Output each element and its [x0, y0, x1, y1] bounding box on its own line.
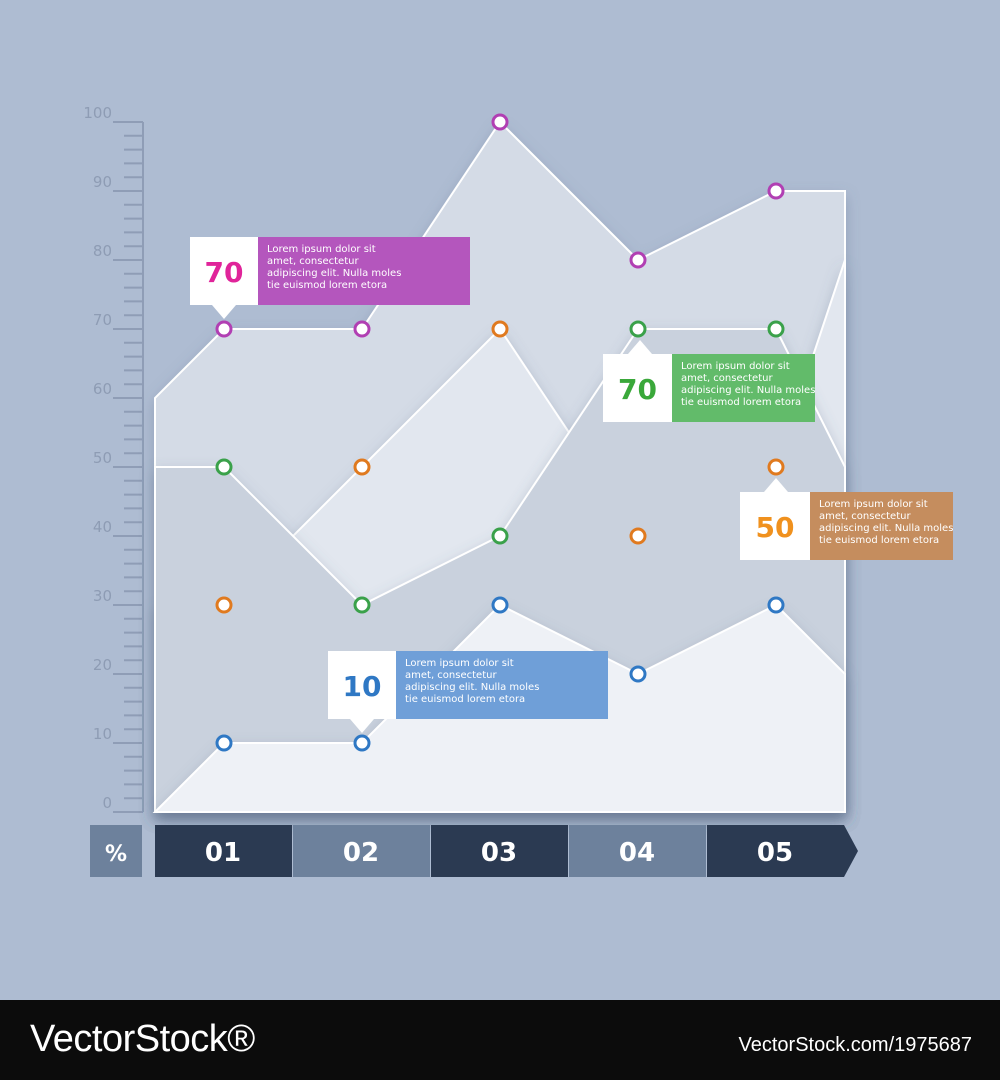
- callout-pointer: [350, 719, 374, 733]
- category-label: 04: [619, 838, 655, 868]
- category-segment: [155, 825, 292, 877]
- y-tick-label: 70: [93, 311, 112, 329]
- chart-markers: [215, 113, 785, 752]
- callout-text-line: adipiscing elit. Nulla moles: [405, 682, 539, 693]
- y-tick-label: 80: [93, 242, 112, 260]
- category-segment: [293, 825, 430, 877]
- data-point-marker: [353, 320, 371, 338]
- data-point-marker: [353, 734, 371, 752]
- callout-text-box: [258, 237, 470, 305]
- data-point-marker: [491, 527, 509, 545]
- category-segment: [569, 825, 706, 877]
- callout-text-line: amet, consectetur: [405, 670, 497, 681]
- watermark-id-text: VectorStock.com/1975687: [738, 1034, 972, 1056]
- y-tick-label: 0: [102, 794, 112, 812]
- data-point-marker: [215, 458, 233, 476]
- data-point-marker: [491, 320, 509, 338]
- x-axis: % 01 02 03 04 05: [90, 825, 858, 877]
- y-tick-label: 90: [93, 173, 112, 191]
- callout-number: 50: [756, 511, 795, 544]
- callout-text-line: Lorem ipsum dolor sit: [267, 244, 376, 255]
- callout-number: 10: [343, 670, 382, 703]
- callout-number-box: [190, 237, 258, 305]
- callout-text-line: Lorem ipsum dolor sit: [819, 499, 928, 510]
- callout-number: 70: [618, 373, 657, 406]
- callout-number: 70: [205, 256, 244, 289]
- y-tick-label: 100: [83, 104, 112, 122]
- y-tick-label: 30: [93, 587, 112, 605]
- data-point-marker: [767, 596, 785, 614]
- callout-text-line: Lorem ipsum dolor sit: [681, 361, 790, 372]
- watermark-bar: VectorStock® VectorStock.com/1975687: [0, 1000, 1000, 1080]
- data-point-marker: [491, 113, 509, 131]
- callout-text-line: amet, consectetur: [819, 511, 911, 522]
- data-point-marker: [629, 665, 647, 683]
- callout-text-line: tie euismod lorem etora: [405, 694, 525, 705]
- data-point-marker: [353, 596, 371, 614]
- callout-text-line: tie euismod lorem etora: [819, 535, 939, 546]
- callout-text-line: tie euismod lorem etora: [681, 397, 801, 408]
- watermark-logo-text: VectorStock®: [30, 1018, 255, 1060]
- callout-text-box: [396, 651, 608, 719]
- callout-text-line: adipiscing elit. Nulla moles: [267, 268, 401, 279]
- callout-number-box: [328, 651, 396, 719]
- category-segment: [431, 825, 568, 877]
- callout-text-line: amet, consectetur: [267, 256, 359, 267]
- category-label: 03: [481, 838, 517, 868]
- callout-text-line: adipiscing elit. Nulla moles: [681, 385, 815, 396]
- data-point-marker: [215, 596, 233, 614]
- y-axis: 0 10 20 30 40 50 60 70 80 90 100: [83, 104, 144, 813]
- data-point-marker: [629, 251, 647, 269]
- data-point-marker: [629, 320, 647, 338]
- data-point-marker: [629, 527, 647, 545]
- unit-box: [90, 825, 142, 877]
- data-point-marker: [767, 320, 785, 338]
- callout-text-box: [672, 354, 815, 422]
- category-label: 01: [205, 838, 241, 868]
- callout-text-line: adipiscing elit. Nulla moles: [819, 523, 953, 534]
- category-label: 05: [757, 838, 793, 868]
- callout-pointer: [628, 340, 652, 354]
- unit-label: %: [105, 842, 127, 867]
- category-label: 02: [343, 838, 379, 868]
- callout-number-box: [603, 354, 672, 422]
- data-point-marker: [491, 596, 509, 614]
- callout-text-box: [810, 492, 953, 560]
- callout-pointer: [764, 478, 788, 492]
- data-point-marker: [215, 734, 233, 752]
- data-point-marker: [767, 182, 785, 200]
- y-tick-label: 20: [93, 656, 112, 674]
- y-tick-label: 60: [93, 380, 112, 398]
- callout-number-box: [740, 492, 810, 560]
- data-point-marker: [353, 458, 371, 476]
- y-tick-label: 40: [93, 518, 112, 536]
- y-tick-label: 50: [93, 449, 112, 467]
- callout-text-line: Lorem ipsum dolor sit: [405, 658, 514, 669]
- y-tick-label: 10: [93, 725, 112, 743]
- callout-text-line: amet, consectetur: [681, 373, 773, 384]
- category-segment: [707, 825, 858, 877]
- callout-pointer: [212, 305, 236, 319]
- callout-text-line: tie euismod lorem etora: [267, 280, 387, 291]
- data-point-marker: [215, 320, 233, 338]
- data-point-marker: [767, 458, 785, 476]
